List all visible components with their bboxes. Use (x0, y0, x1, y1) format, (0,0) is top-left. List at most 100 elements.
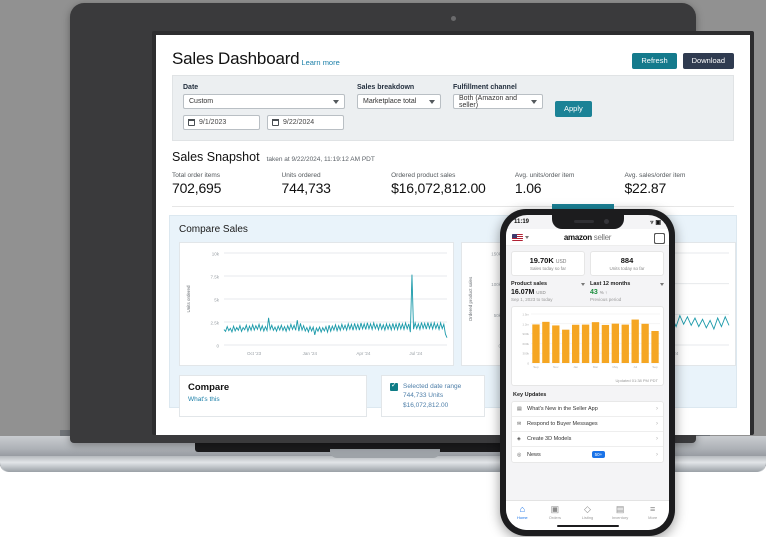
apply-button[interactable]: Apply (555, 101, 592, 117)
today-stat-card[interactable]: 884 Units today so far (590, 251, 664, 276)
sales-breakdown-select[interactable]: Marketplace total (357, 94, 441, 109)
svg-text:50k: 50k (494, 313, 502, 318)
page-title: Sales Dashboard (172, 49, 300, 68)
legend-sales: $16,072,812.00 (403, 401, 449, 409)
filter-bar: Date Custom 9/1/2023 9/22/2024 (172, 75, 734, 141)
svg-text:Ordered product sales: Ordered product sales (468, 276, 473, 321)
metric-heading-label: Last 12 months (590, 281, 631, 287)
units-ordered-chart[interactable]: 0 2.5k 5k 7.5k 10k Oct '23 Jan '24 Apr '24 Jul '… (179, 242, 454, 366)
svg-text:Jan '24: Jan '24 (303, 351, 318, 356)
key-update-item[interactable]: ▤ What's New in the Seller App › (512, 402, 663, 417)
webcam-icon (451, 16, 456, 21)
metric-sub: Sep 1, 2023 to today (511, 297, 553, 302)
date-from-input[interactable]: 9/1/2023 (183, 115, 260, 130)
cube-icon: ◈ (517, 436, 521, 442)
phone-body: 11:19 ▿ ▣ amazon seller 19.70K USD Sales … (500, 209, 675, 536)
calendar-icon (272, 119, 279, 126)
phone-screen: 11:19 ▿ ▣ amazon seller 19.70K USD Sales … (506, 215, 669, 530)
wifi-icon: ▿ (650, 219, 654, 226)
svg-text:0: 0 (527, 362, 529, 366)
metric-unit: % ↑ (599, 290, 608, 295)
kpi-value: $16,072,812.00 (391, 180, 486, 196)
kpi-item: Units ordered 744,733 (282, 172, 392, 196)
tab-more[interactable]: ≡ More (636, 504, 669, 520)
svg-text:600k: 600k (522, 342, 529, 346)
brand-amazon: amazon (563, 232, 592, 242)
grid-icon: ▤ (517, 406, 522, 412)
scanner-icon[interactable] (654, 232, 665, 244)
legend-units: 744,733 Units (403, 392, 444, 400)
speaker-icon (574, 220, 594, 223)
metric-heading-label: Product sales (511, 281, 548, 287)
metric-heading[interactable]: Last 12 months (590, 281, 664, 287)
tab-orders[interactable]: ▣ Orders (539, 504, 572, 520)
selected-range-checkbox[interactable] (390, 381, 398, 391)
key-update-badge: 50+ (591, 451, 606, 458)
key-update-item[interactable]: ✉ Respond to Buyer Messages › (512, 417, 663, 432)
kpi-label: Ordered product sales (391, 172, 456, 179)
news-icon: ◎ (517, 451, 522, 458)
page-header: Sales Dashboard Learn more Refresh Downl… (156, 35, 750, 75)
today-stat-card[interactable]: 19.70K USD Sales today so far (511, 251, 585, 276)
snapshot-title: Sales Snapshot (172, 150, 260, 164)
marketplace-flag-icon[interactable] (512, 233, 523, 241)
tab-inventory[interactable]: ▤ Inventory (604, 504, 637, 520)
date-to-input[interactable]: 9/22/2024 (267, 115, 344, 130)
chevron-right-icon: › (656, 406, 658, 412)
key-update-item[interactable]: ◈ Create 3D Models › (512, 432, 663, 447)
chart-updated-label: Updated 01:38 PM PDT (615, 378, 658, 383)
svg-text:May: May (613, 365, 619, 369)
tab-home[interactable]: ⌂ Home (506, 504, 539, 520)
kpi-item: Avg. units/order item 1.06 (515, 172, 625, 196)
metric-value: 43 % ↑ (590, 289, 608, 296)
compare-sales-title: Compare Sales (179, 224, 248, 235)
fulfillment-filter-group: Fulfillment channel Both (Amazon and sel… (453, 84, 543, 109)
tab-label: Inventory (611, 515, 629, 520)
kpi-value: $22.87 (624, 180, 667, 196)
svg-text:Jan: Jan (573, 365, 578, 369)
kpi-list: Total order items 702,695 Units ordered 744… (172, 170, 734, 206)
orders-icon: ▣ (550, 504, 560, 514)
date-filter-label: Date (183, 84, 199, 91)
date-range-select[interactable]: Custom (183, 94, 345, 109)
refresh-button[interactable]: Refresh (632, 53, 677, 69)
snapshot-header: Sales Snapshot taken at 9/22/2024, 11:19… (172, 141, 734, 170)
metric-sections-row: Product sales 16.07M USD Sep 1, 2023 to to… (511, 281, 664, 302)
date-from-value: 9/1/2023 (199, 119, 227, 126)
date-inputs: 9/1/2023 9/22/2024 (183, 115, 345, 130)
stat-value: 884 (620, 256, 634, 265)
svg-text:Oct '23: Oct '23 (247, 351, 262, 356)
svg-text:Jul '24: Jul '24 (409, 351, 422, 356)
metric-section: Product sales 16.07M USD Sep 1, 2023 to to… (511, 281, 585, 302)
metric-heading[interactable]: Product sales (511, 281, 585, 287)
metric-unit: USD (536, 290, 546, 295)
brand-seller: seller (593, 232, 612, 242)
svg-text:Apr '24: Apr '24 (356, 351, 371, 356)
inventory-icon: ▤ (615, 504, 625, 514)
compare-footer: Compare What's this Selected date range … (179, 375, 727, 418)
key-update-item[interactable]: ◎ News 50+ › (512, 447, 663, 462)
chevron-down-icon[interactable] (660, 282, 664, 286)
svg-text:5k: 5k (214, 298, 220, 303)
fulfillment-channel-select[interactable]: Both (Amazon and seller) (453, 94, 543, 109)
svg-text:Nov: Nov (553, 365, 559, 369)
breakdown-filter-label: Sales breakdown (357, 84, 415, 91)
status-time: 11:19 (514, 219, 530, 225)
download-button[interactable]: Download (682, 53, 734, 69)
chevron-right-icon: › (656, 436, 658, 442)
svg-text:1.2m: 1.2m (522, 322, 529, 326)
chevron-down-icon[interactable] (581, 282, 585, 286)
chevron-down-icon[interactable] (525, 235, 529, 239)
kpi-label: Total order items (172, 172, 221, 179)
key-update-label: What's New in the Seller App (527, 406, 598, 412)
home-icon: ⌂ (519, 504, 526, 514)
stat-unit: USD (555, 259, 567, 265)
key-update-label: News (527, 451, 541, 458)
svg-text:Units ordered: Units ordered (186, 285, 191, 313)
product-sales-bar-card[interactable]: 1.5m 1.2m 900k 600k 300k 0 Sep Nov Jan Mar May Jul S… (511, 306, 664, 386)
learn-more-link[interactable]: Learn more (301, 58, 340, 67)
whats-this-link[interactable]: What's this (188, 396, 220, 403)
stat-label: Sales today so far (529, 266, 567, 271)
chevron-right-icon: › (656, 451, 658, 458)
tab-listing[interactable]: ◇ Listing (571, 504, 604, 520)
